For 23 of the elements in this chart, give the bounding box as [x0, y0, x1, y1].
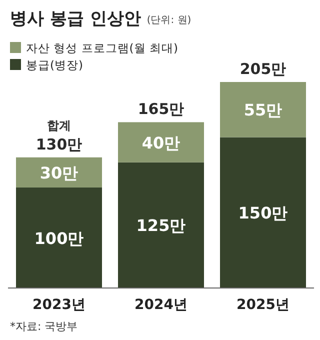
data-label: 40만: [142, 133, 180, 152]
bar: [220, 137, 306, 288]
data-label: 150만: [238, 204, 288, 223]
data-label: 100만: [34, 228, 84, 248]
data-label: 125만: [136, 216, 186, 236]
x-tick-label: 2024년: [134, 297, 188, 313]
total-label: 130만: [36, 135, 82, 154]
text: *자료: 국방부: [10, 320, 78, 333]
bar: [220, 82, 306, 138]
bar: [118, 162, 204, 288]
bar: [118, 122, 204, 162]
bar: [16, 188, 102, 288]
total-label: 205만: [240, 60, 286, 78]
legend-label: 봉급(병장): [26, 58, 83, 72]
data-label: 55만: [244, 100, 282, 120]
x-tick-label: 2023년: [32, 297, 86, 313]
annotation: 합계: [47, 118, 71, 132]
data-label: 30만: [40, 163, 78, 182]
chart-title: 병사 봉급 인상안: [10, 9, 141, 29]
chart-subtitle: (단위: 원): [146, 15, 192, 26]
total-label: 165만: [138, 100, 184, 118]
x-tick-label: 2025년: [236, 297, 290, 313]
legend-label: 자산 형성 프로그램(월 최대): [26, 41, 178, 55]
